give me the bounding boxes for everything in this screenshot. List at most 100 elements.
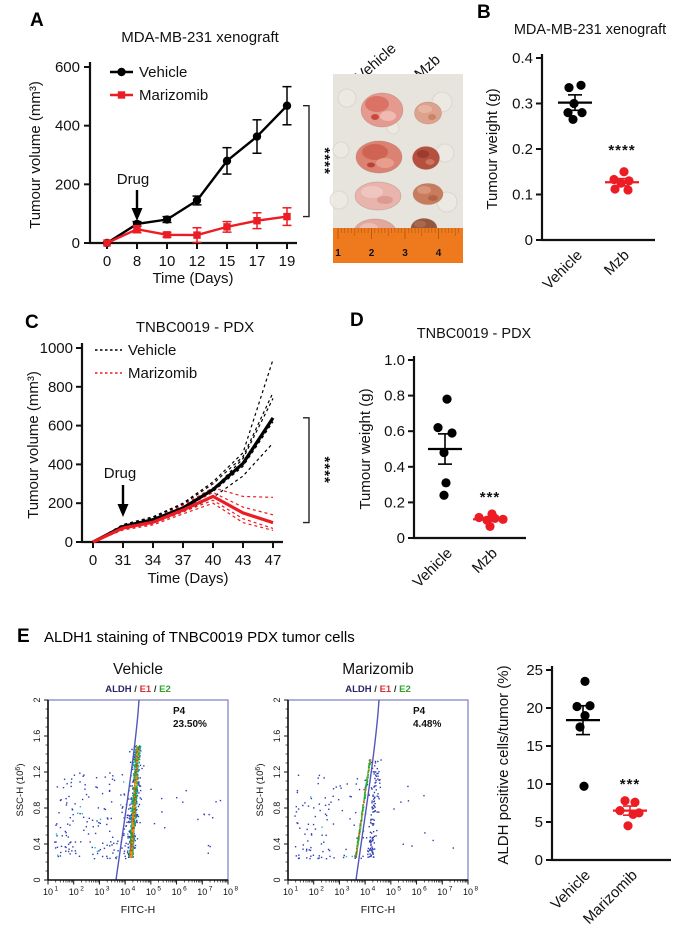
svg-text:2: 2	[320, 886, 324, 893]
svg-text:0.4: 0.4	[272, 838, 282, 851]
panel-label-b: B	[477, 2, 491, 23]
svg-text:3: 3	[346, 886, 350, 893]
density-cloud	[54, 745, 222, 860]
svg-text:5: 5	[535, 814, 543, 831]
density-cloud	[294, 759, 454, 860]
svg-text:Vehicle: Vehicle	[410, 545, 456, 591]
gate: P4 4.48%	[287, 699, 469, 881]
svg-text:Mzb: Mzb	[469, 545, 501, 577]
svg-text:10: 10	[172, 887, 182, 897]
svg-text:0.8: 0.8	[272, 802, 282, 815]
legend: Vehicle Marizomib	[110, 64, 208, 104]
header-legend: ALDH / E1 / E2	[105, 684, 170, 695]
axes: 0 200 400 600 800 1000 0 31 34 37 40 43 47	[40, 340, 283, 569]
svg-text:5: 5	[157, 886, 161, 893]
svg-text:10: 10	[146, 887, 156, 897]
category-label-mzb: Mzb	[601, 247, 633, 279]
chart-tumour-weight-pdx: TNBC0019 - PDX Tumour weight (g) 0 0.2 0.4 0.…	[357, 326, 532, 591]
svg-text:FITC-H: FITC-H	[121, 904, 155, 916]
svg-text:0.3: 0.3	[512, 96, 533, 113]
chart-title: MDA-MB-231 xenograft	[514, 22, 666, 38]
svg-text:400: 400	[55, 118, 80, 135]
svg-text:Drug: Drug	[117, 171, 150, 188]
svg-text:SSC-H (106): SSC-H (106)	[15, 763, 26, 816]
panel-label-e: E	[17, 626, 30, 647]
svg-text:10: 10	[120, 887, 130, 897]
significance-bracket: ****	[303, 105, 333, 218]
svg-text:MDA-MB-231 xenograft: MDA-MB-231 xenograft	[514, 22, 666, 38]
svg-text:200: 200	[55, 176, 80, 193]
svg-text:0.6: 0.6	[384, 423, 405, 440]
svg-text:Tumour weight (g): Tumour weight (g)	[357, 388, 374, 509]
svg-text:2: 2	[369, 248, 375, 259]
plot-title: Marizomib	[342, 661, 413, 678]
svg-text:P4: P4	[173, 706, 186, 717]
svg-text:0: 0	[397, 530, 405, 547]
svg-text:3: 3	[402, 248, 408, 259]
svg-text:0: 0	[89, 552, 97, 569]
svg-text:Vehicle: Vehicle	[540, 247, 586, 293]
svg-text:37: 37	[175, 552, 192, 569]
svg-text:****: ****	[316, 457, 333, 484]
svg-text:25: 25	[526, 662, 543, 679]
svg-text:10: 10	[223, 887, 233, 897]
svg-text:***: ***	[620, 776, 641, 793]
svg-text:ALDH positive cells/tumor (%): ALDH positive cells/tumor (%)	[495, 665, 512, 864]
chart-title: TNBC0019 - PDX	[136, 319, 254, 336]
group-vehicle	[428, 394, 462, 500]
svg-text:10: 10	[197, 887, 207, 897]
group-mzb	[605, 167, 639, 195]
y-axis-label: ALDH positive cells/tumor (%)	[495, 665, 512, 864]
svg-text:1: 1	[55, 886, 59, 893]
mean-marizomib	[92, 494, 274, 544]
svg-text:15: 15	[219, 253, 236, 270]
svg-text:10: 10	[309, 887, 319, 897]
svg-text:ALDH / E1 / E2: ALDH / E1 / E2	[345, 684, 410, 695]
series-marizomib	[103, 207, 292, 247]
svg-text:0.2: 0.2	[384, 494, 405, 511]
svg-text:600: 600	[48, 418, 73, 435]
svg-text:20: 20	[526, 700, 543, 717]
svg-text:10: 10	[334, 887, 344, 897]
x-axis-label: FITC-H	[121, 904, 155, 916]
svg-text:10: 10	[412, 887, 422, 897]
drug-annotation: Drug	[104, 465, 137, 517]
svg-text:10: 10	[283, 887, 293, 897]
svg-text:10: 10	[94, 887, 104, 897]
panel-label-d: D	[350, 310, 364, 331]
x-axis-label: FITC-H	[361, 904, 395, 916]
svg-text:TNBC0019 - PDX: TNBC0019 - PDX	[136, 319, 254, 336]
svg-text:1.0: 1.0	[384, 352, 405, 369]
svg-text:200: 200	[48, 495, 73, 512]
svg-text:10: 10	[69, 887, 79, 897]
svg-text:Time (Days): Time (Days)	[147, 570, 228, 587]
svg-text:Drug: Drug	[104, 465, 137, 482]
svg-text:6: 6	[183, 886, 187, 893]
svg-text:0.8: 0.8	[32, 802, 42, 815]
category-label-vehicle: Vehicle	[540, 247, 586, 293]
svg-text:Tumour weight (g): Tumour weight (g)	[484, 88, 501, 209]
svg-text:12: 12	[189, 253, 206, 270]
svg-text:31: 31	[115, 552, 132, 569]
y-axis-label: SSC-H (106)	[15, 763, 26, 816]
svg-text:1.6: 1.6	[32, 730, 42, 743]
svg-text:10: 10	[526, 776, 543, 793]
svg-text:0: 0	[535, 852, 543, 869]
axes: 0 0.1 0.2 0.3 0.4	[512, 50, 655, 249]
y-axis-label: Tumour weight (g)	[357, 388, 374, 509]
svg-text:Time (Days): Time (Days)	[152, 270, 233, 287]
svg-text:2: 2	[272, 697, 282, 702]
axes: 10 1 10 2 10 3 10 4 10 5 10 6 10 7 10 800.40.81.21.62	[32, 697, 239, 897]
svg-text:4: 4	[372, 886, 376, 893]
chart-aldh-positive-cells: ALDH positive cells/tumor (%) 0 5 10 15 20 25 V…	[495, 662, 671, 928]
svg-text:1000: 1000	[40, 340, 73, 357]
svg-text:7: 7	[449, 886, 453, 893]
svg-text:MDA-MB-231 xenograft: MDA-MB-231 xenograft	[121, 29, 279, 46]
axes: 10 1 10 2 10 3 10 4 10 5 10 6 10 7 10 800.40.81.21.62	[272, 697, 479, 897]
y-axis-label: Tumour volume (mm³)	[27, 81, 44, 229]
series-vehicle	[102, 85, 292, 248]
svg-text:23.50%: 23.50%	[173, 719, 207, 730]
svg-text:0: 0	[72, 235, 80, 252]
chart-tumour-weight-xenograft: MDA-MB-231 xenograft Tumour weight (g) 0 0.…	[484, 22, 666, 293]
svg-text:10: 10	[360, 887, 370, 897]
